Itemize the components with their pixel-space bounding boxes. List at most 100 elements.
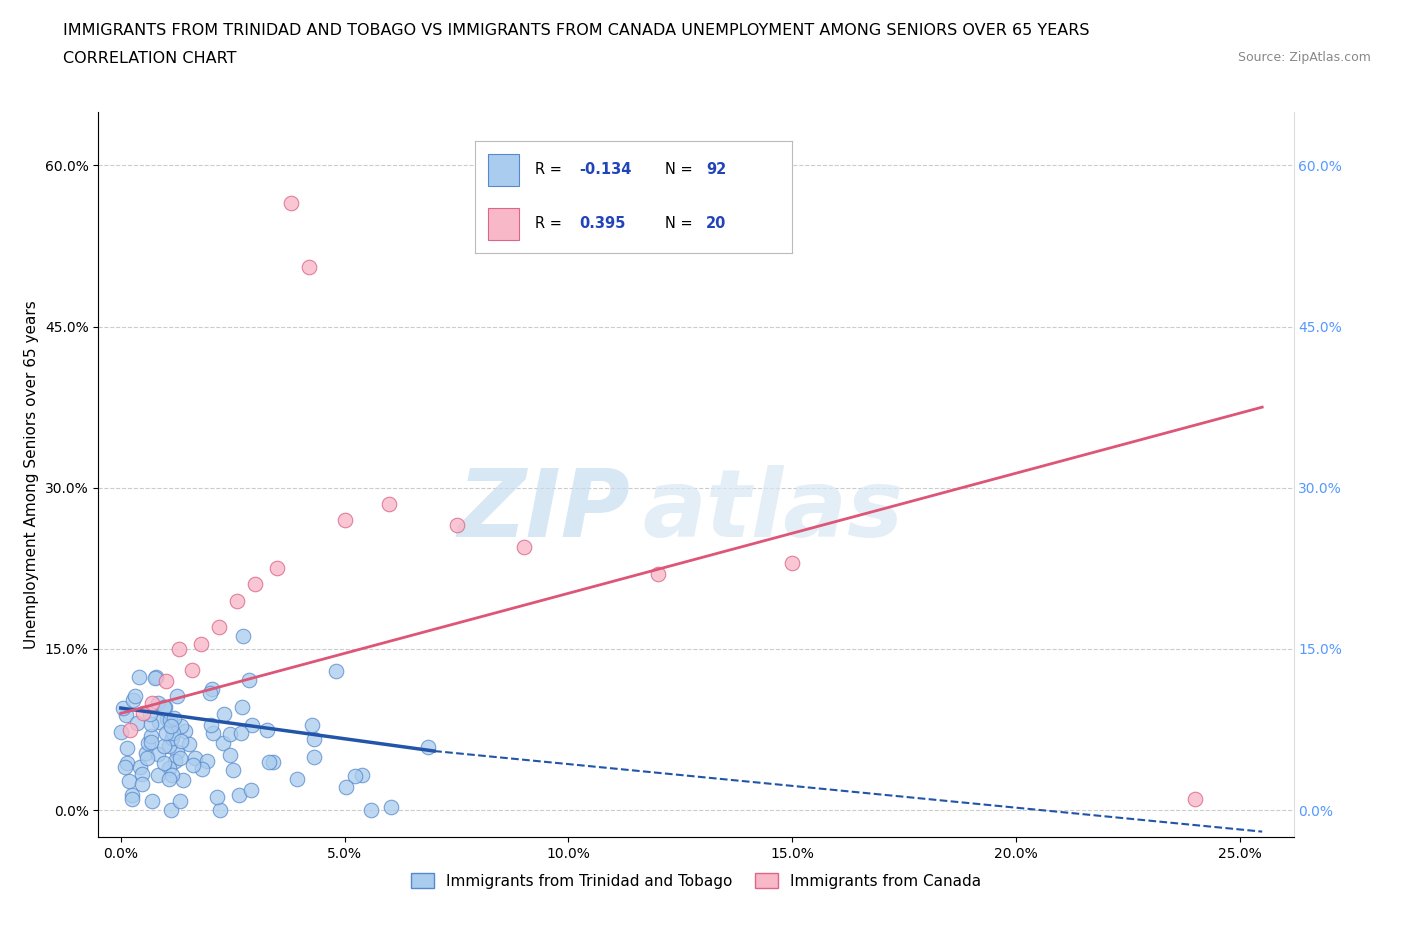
Point <box>181 663 204 678</box>
Point <box>214 707 236 722</box>
Point <box>239 782 262 797</box>
Point <box>146 696 169 711</box>
Point <box>159 712 181 727</box>
Point <box>262 754 284 769</box>
Text: atlas: atlas <box>643 465 904 556</box>
Point <box>333 512 356 527</box>
Point <box>128 670 150 684</box>
Point <box>380 799 402 814</box>
Point <box>302 732 325 747</box>
Point <box>131 767 153 782</box>
Point <box>218 727 240 742</box>
Point <box>139 716 162 731</box>
Point <box>343 769 366 784</box>
Point <box>135 746 157 761</box>
Point <box>115 708 138 723</box>
Point <box>205 790 228 804</box>
Point <box>169 719 191 734</box>
Point <box>148 715 170 730</box>
Point <box>184 751 207 766</box>
Point <box>160 803 183 817</box>
Point <box>202 725 225 740</box>
Text: ZIP: ZIP <box>457 465 630 556</box>
Point <box>153 755 176 770</box>
Point <box>155 725 177 740</box>
Point <box>156 711 179 726</box>
Text: Source: ZipAtlas.com: Source: ZipAtlas.com <box>1237 51 1371 64</box>
Point <box>124 688 146 703</box>
Point <box>229 726 252 741</box>
Point <box>145 670 167 684</box>
Point <box>418 739 440 754</box>
Point <box>325 663 347 678</box>
Point <box>141 793 163 808</box>
Point <box>115 740 138 755</box>
Point <box>136 736 159 751</box>
Text: CORRELATION CHART: CORRELATION CHART <box>63 51 236 66</box>
Point <box>228 788 250 803</box>
Point <box>240 717 263 732</box>
Point <box>169 793 191 808</box>
Point <box>179 737 201 751</box>
Point <box>238 672 260 687</box>
Point <box>169 734 191 749</box>
Point <box>221 763 243 777</box>
Point <box>148 747 170 762</box>
Point <box>166 744 188 759</box>
Point <box>141 696 163 711</box>
Point <box>132 706 155 721</box>
Point <box>212 736 235 751</box>
Point <box>121 693 143 708</box>
Point <box>121 791 143 806</box>
Point <box>285 772 308 787</box>
Point <box>162 725 184 740</box>
Point <box>165 754 187 769</box>
Point <box>131 777 153 791</box>
Point <box>159 719 181 734</box>
Point <box>139 735 162 750</box>
Point <box>118 722 141 737</box>
Point <box>110 725 132 740</box>
Point <box>647 566 669 581</box>
Point <box>157 738 180 753</box>
Point <box>208 620 231 635</box>
Point <box>446 518 468 533</box>
Point <box>198 685 221 700</box>
Point <box>163 711 186 725</box>
Legend: Immigrants from Trinidad and Tobago, Immigrants from Canada: Immigrants from Trinidad and Tobago, Imm… <box>405 867 987 895</box>
Point <box>162 767 184 782</box>
Point <box>209 803 232 817</box>
Point <box>115 755 138 770</box>
Point <box>256 722 278 737</box>
Point <box>155 673 177 688</box>
Point <box>1184 792 1206 807</box>
Point <box>226 593 249 608</box>
Y-axis label: Unemployment Among Seniors over 65 years: Unemployment Among Seniors over 65 years <box>24 300 39 649</box>
Point <box>219 748 242 763</box>
Point <box>298 260 321 275</box>
Point <box>200 717 222 732</box>
Point <box>153 699 176 714</box>
Point <box>111 700 134 715</box>
Point <box>146 767 169 782</box>
Point <box>160 731 183 746</box>
Point <box>257 754 280 769</box>
Point <box>231 699 253 714</box>
Point <box>157 771 180 786</box>
Point <box>190 636 212 651</box>
Point <box>280 195 302 210</box>
Point <box>172 772 194 787</box>
Point <box>304 750 326 764</box>
Point <box>143 671 166 685</box>
Point <box>232 629 254 644</box>
Point <box>512 539 534 554</box>
Point <box>117 774 139 789</box>
Point <box>153 699 176 714</box>
Point <box>169 751 191 765</box>
Point <box>125 715 148 730</box>
Point <box>243 577 266 591</box>
Point <box>141 728 163 743</box>
Point <box>181 758 204 773</box>
Point <box>352 768 374 783</box>
Point <box>195 753 218 768</box>
